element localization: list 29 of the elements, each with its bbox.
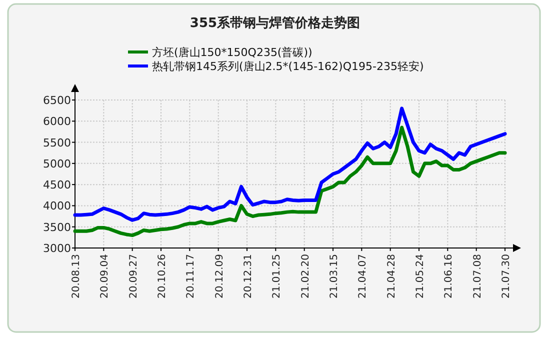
x-tick-label: 21.07.08 [472, 254, 484, 299]
y-tick-label: 6500 [43, 94, 71, 107]
x-tick-label: 21.03.15 [329, 254, 340, 299]
y-tick-label: 4000 [43, 200, 71, 213]
x-tick-label: 21.01.25 [272, 254, 283, 299]
line-series [73, 126, 507, 238]
x-tick-label: 21.07.30 [501, 254, 512, 299]
x-tick-label: 21.06.16 [444, 254, 455, 299]
x-tick-label: 20.12.09 [214, 254, 226, 299]
x-tick-label: 20.09.27 [128, 254, 140, 299]
x-tick-label: 20.11.17 [186, 254, 197, 299]
x-tick-label: 21.05.24 [415, 254, 426, 299]
y-tick-label: 4500 [43, 178, 71, 192]
x-tick-label: 20.10.26 [157, 254, 168, 299]
y-tick-label: 6000 [43, 115, 71, 128]
x-tick-label: 21.04.28 [386, 254, 398, 299]
x-tick-label: 21.04.07 [358, 254, 369, 299]
y-tick-label: 5000 [43, 157, 71, 170]
x-tick-label: 20.12.31 [243, 254, 254, 299]
legend-label: 方坯(唐山150*150Q235(普碳)) [152, 46, 312, 59]
legend-label: 热轧带钢145系列(唐山2.5*(145-162)Q195-235轻安) [152, 60, 424, 73]
line-series [73, 106, 507, 222]
y-tick-label: 3500 [43, 220, 71, 234]
chart-title: 355系带钢与焊管价格走势图 [190, 15, 360, 31]
x-tick-label: 20.09.04 [100, 254, 111, 299]
x-tick-label: 20.08.13 [71, 254, 82, 299]
y-tick-label: 3000 [43, 242, 71, 255]
y-tick-label: 5500 [43, 136, 71, 150]
x-tick-label: 21.02.20 [300, 254, 312, 299]
